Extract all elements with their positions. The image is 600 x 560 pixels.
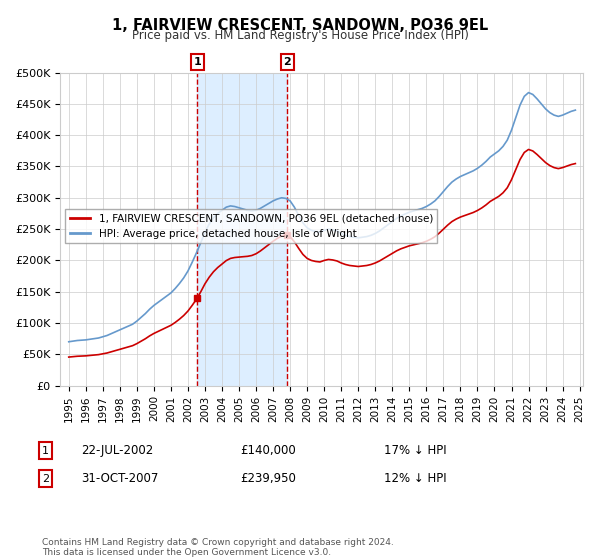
- Text: Contains HM Land Registry data © Crown copyright and database right 2024.
This d: Contains HM Land Registry data © Crown c…: [42, 538, 394, 557]
- Text: Price paid vs. HM Land Registry's House Price Index (HPI): Price paid vs. HM Land Registry's House …: [131, 29, 469, 42]
- Text: £239,950: £239,950: [240, 472, 296, 486]
- Text: 1: 1: [193, 57, 201, 67]
- Text: 1, FAIRVIEW CRESCENT, SANDOWN, PO36 9EL: 1, FAIRVIEW CRESCENT, SANDOWN, PO36 9EL: [112, 18, 488, 33]
- Text: 2: 2: [283, 57, 291, 67]
- Text: 31-OCT-2007: 31-OCT-2007: [81, 472, 158, 486]
- Bar: [197, 73, 287, 386]
- Text: 12% ↓ HPI: 12% ↓ HPI: [384, 472, 446, 486]
- Legend: 1, FAIRVIEW CRESCENT, SANDOWN, PO36 9EL (detached house), HPI: Average price, de: 1, FAIRVIEW CRESCENT, SANDOWN, PO36 9EL …: [65, 209, 437, 243]
- Text: 17% ↓ HPI: 17% ↓ HPI: [384, 444, 446, 458]
- Text: 22-JUL-2002: 22-JUL-2002: [81, 444, 153, 458]
- Text: £140,000: £140,000: [240, 444, 296, 458]
- Text: 1: 1: [42, 446, 49, 456]
- Text: 2: 2: [42, 474, 49, 484]
